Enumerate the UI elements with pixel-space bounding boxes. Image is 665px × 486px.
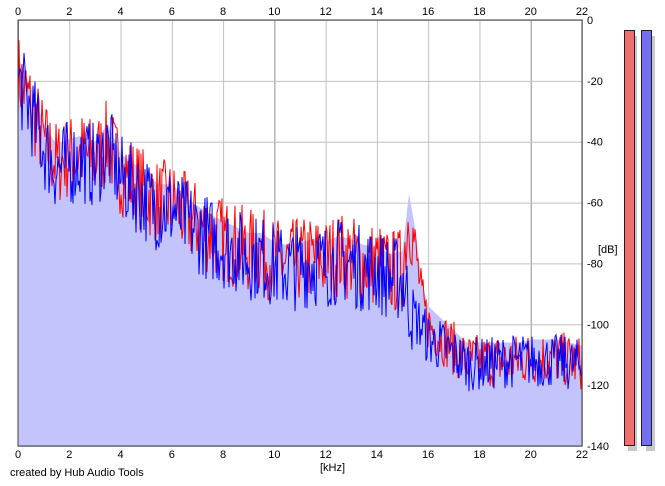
x-tick-label-top: 20 [525,6,537,18]
x-tick-label-bottom: 16 [422,449,434,461]
y-tick-label: -140 [587,441,609,453]
x-tick-label-bottom: 8 [220,449,226,461]
plot-frame [17,19,583,447]
x-tick-label-bottom: 12 [320,449,332,461]
x-tick-label-top: 2 [66,6,72,18]
x-tick-label-top: 8 [220,6,226,18]
x-axis-bottom: 0 2 4 6 8 10 12 14 16 18 20 22 [15,449,588,461]
x-tick-label-bottom: 6 [169,449,175,461]
x-axis-top: 0 2 4 6 8 10 12 14 16 18 20 22 [15,6,588,18]
x-tick-label-top: 10 [268,6,280,18]
x-tick-label-bottom: 22 [576,449,588,461]
credit-text: created by Hub Audio Tools [10,467,144,479]
y-axis-label: [dB] [598,244,618,256]
x-axis-label: [kHz] [320,462,345,474]
y-tick-label: -60 [587,198,603,210]
x-tick-label-top: 22 [576,6,588,18]
y-tick-label: -40 [587,137,603,149]
x-tick-label-top: 0 [15,6,21,18]
x-tick-label-top: 4 [117,6,123,18]
y-tick-label: -80 [587,258,603,270]
y-tick-label: -100 [587,319,609,331]
y-tick-label: -20 [587,76,603,88]
x-tick-label-top: 12 [320,6,332,18]
meter-left [624,30,635,446]
x-tick-label-top: 18 [473,6,485,18]
y-tick-label: 0 [587,15,593,27]
x-tick-label-bottom: 18 [473,449,485,461]
x-tick-label-bottom: 0 [15,449,21,461]
x-tick-label-bottom: 4 [117,449,123,461]
x-tick-label-bottom: 10 [268,449,280,461]
x-tick-label-top: 16 [422,6,434,18]
y-tick-label: -120 [587,380,609,392]
meter-right [641,30,652,446]
y-axis-right: 0 -20 -40 -60 -80 -100 -120 -140 [587,15,609,453]
left-channel-line [17,40,583,390]
x-tick-label-bottom: 2 [66,449,72,461]
x-tick-label-bottom: 20 [525,449,537,461]
x-tick-label-top: 6 [169,6,175,18]
x-tick-label-bottom: 14 [371,449,383,461]
x-tick-label-top: 14 [371,6,383,18]
right-channel-line [17,52,583,392]
